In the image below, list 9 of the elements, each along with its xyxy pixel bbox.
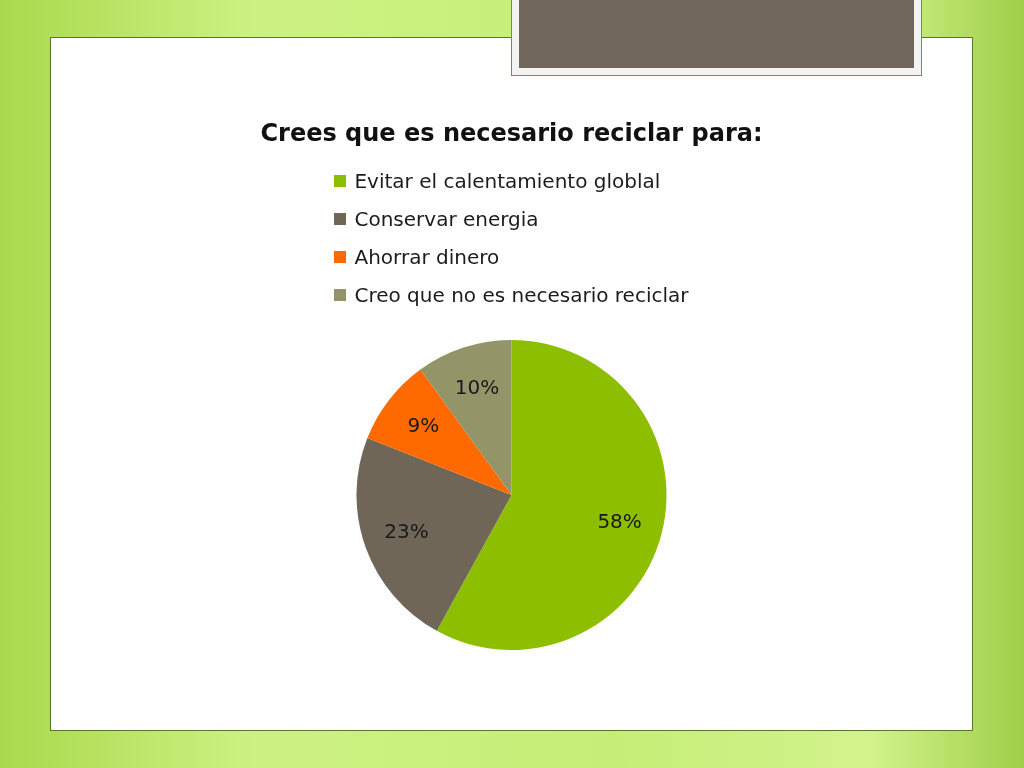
data-label: 58% xyxy=(597,508,642,533)
data-label: 9% xyxy=(407,412,440,437)
legend-label: Evitar el calentamiento globlal xyxy=(354,169,661,193)
data-label: 10% xyxy=(454,375,500,400)
legend-label: Ahorrar dinero xyxy=(354,245,500,269)
legend-label: Conservar energia xyxy=(354,207,539,231)
chart-title: Crees que es necesario reciclar para: xyxy=(260,118,763,148)
data-label: 23% xyxy=(384,519,429,544)
legend-label: Creo que no es necesario reciclar xyxy=(354,283,689,307)
